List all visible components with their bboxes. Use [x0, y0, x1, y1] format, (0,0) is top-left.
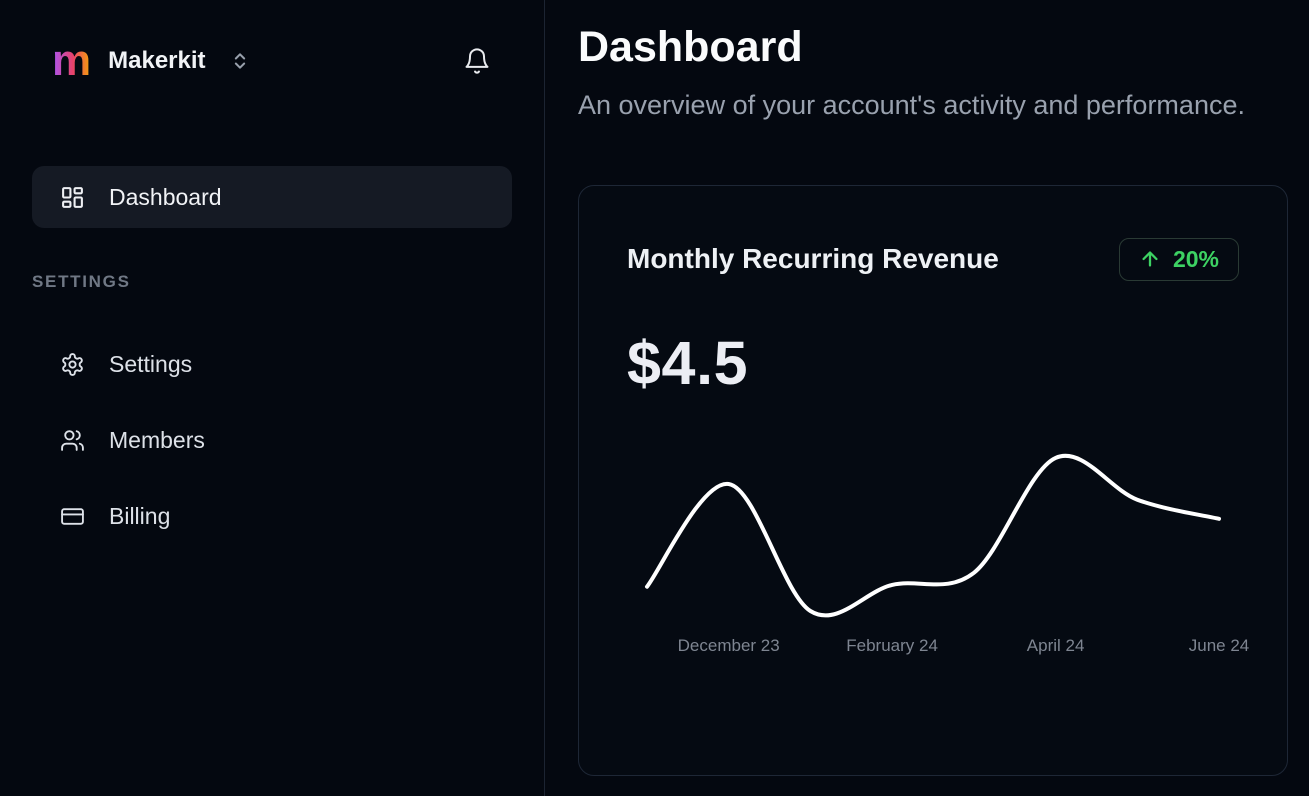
- users-icon: [60, 428, 85, 453]
- main-content: Dashboard An overview of your account's …: [545, 0, 1309, 796]
- mrr-amount: $4.5: [627, 328, 749, 397]
- axis-tick-label: February 24: [846, 635, 938, 655]
- trend-badge-value: 20%: [1172, 245, 1219, 272]
- arrow-up-icon: [1139, 248, 1161, 270]
- axis-tick-label: April 24: [1026, 635, 1085, 655]
- account-selector[interactable]: m Makerkit: [52, 39, 250, 83]
- mrr-card-title: Monthly Recurring Revenue: [627, 243, 999, 275]
- sidebar-item-label: Settings: [109, 350, 193, 377]
- x-axis: December 23 February 24 April 24 June 24: [627, 635, 1250, 658]
- page-title: Dashboard: [578, 23, 803, 71]
- sidebar-nav: Dashboard SETTINGS Settings: [0, 166, 544, 540]
- sidebar-item-label: Dashboard: [109, 183, 222, 210]
- line-chart: [645, 453, 1221, 618]
- page-subtitle: An overview of your account's activity a…: [578, 89, 1245, 120]
- axis-tick-label: June 24: [1188, 635, 1250, 655]
- sidebar-item-settings[interactable]: Settings: [32, 340, 512, 388]
- chart-line: [645, 453, 1221, 618]
- sidebar-section-settings: SETTINGS: [32, 272, 131, 291]
- sidebar-settings-list: Settings Members: [32, 340, 512, 540]
- bell-icon: [463, 47, 491, 75]
- sidebar: m Makerkit: [0, 0, 545, 796]
- mrr-card-header: Monthly Recurring Revenue 20%: [627, 237, 1239, 281]
- chevrons-up-down-icon: [230, 51, 250, 71]
- sidebar-item-dashboard[interactable]: Dashboard: [32, 166, 512, 228]
- sidebar-item-label: Members: [109, 426, 205, 453]
- sidebar-item-label: Billing: [109, 502, 171, 529]
- sidebar-header: m Makerkit: [0, 38, 544, 84]
- makerkit-logo: m: [52, 36, 91, 85]
- gear-icon: [60, 352, 85, 377]
- mrr-card: Monthly Recurring Revenue 20% $4.5 Decem…: [578, 184, 1288, 776]
- credit-card-icon: [60, 504, 85, 529]
- mrr-chart: December 23 February 24 April 24 June 24: [627, 442, 1250, 658]
- brand-name: Makerkit: [108, 47, 206, 74]
- notifications-button[interactable]: [463, 47, 491, 75]
- sidebar-item-billing[interactable]: Billing: [32, 492, 512, 540]
- trend-badge: 20%: [1118, 237, 1239, 281]
- layout-dashboard-icon: [60, 185, 85, 210]
- sidebar-item-members[interactable]: Members: [32, 416, 512, 464]
- axis-tick-label: December 23: [677, 635, 780, 655]
